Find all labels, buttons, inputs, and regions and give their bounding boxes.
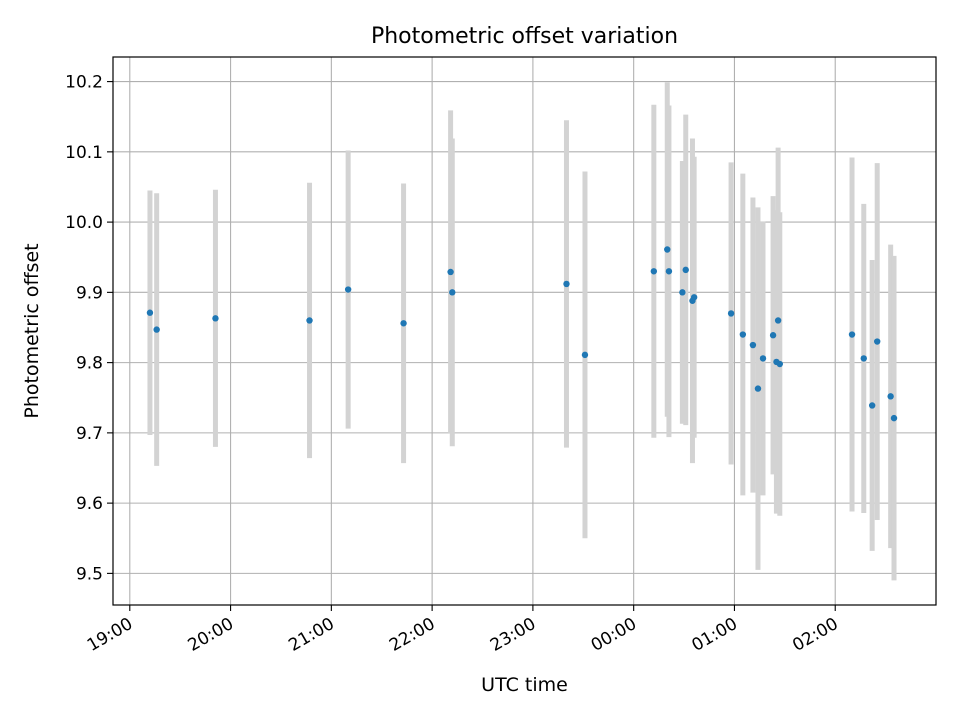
y-tick-label: 10.0 — [65, 213, 103, 233]
data-point — [449, 289, 456, 296]
y-tick-label: 10.2 — [65, 73, 103, 93]
y-tick-label: 9.7 — [76, 424, 103, 444]
plot-area — [113, 57, 936, 605]
data-point — [754, 385, 762, 392]
data-point — [400, 320, 407, 327]
data-point — [153, 326, 160, 333]
data-point — [563, 280, 570, 288]
data-point — [890, 414, 898, 422]
data-point — [690, 294, 698, 301]
data-point — [769, 332, 777, 339]
data-point — [447, 268, 454, 276]
data-point — [650, 268, 658, 275]
data-point — [664, 246, 671, 253]
data-point — [887, 393, 894, 400]
data-point — [860, 355, 867, 362]
data-point — [679, 289, 686, 296]
data-point — [665, 268, 673, 275]
y-tick-label: 9.9 — [76, 283, 103, 303]
data-point — [739, 331, 747, 338]
data-point — [848, 331, 856, 338]
data-points — [146, 246, 898, 422]
y-tick-label: 9.6 — [76, 494, 103, 514]
data-point — [759, 355, 767, 362]
data-point — [212, 315, 219, 322]
y-tick-label: 9.8 — [76, 354, 103, 374]
data-point — [727, 310, 735, 317]
data-point — [581, 351, 589, 359]
chart-title: Photometric offset variation — [371, 24, 678, 49]
data-point — [874, 338, 881, 345]
y-axis-ticks: 9.5 9.6 9.7 9.8 9.9 10.0 10.1 10.2 — [65, 73, 113, 584]
data-point — [868, 402, 876, 409]
data-point — [146, 309, 154, 316]
y-tick-label: 9.5 — [76, 564, 103, 584]
grid-lines — [113, 57, 936, 605]
data-point — [749, 341, 757, 349]
data-point — [344, 286, 352, 293]
data-point — [776, 360, 783, 368]
data-point — [306, 317, 313, 324]
y-tick-label: 10.1 — [65, 143, 103, 163]
x-axis-label: UTC time — [481, 674, 568, 696]
plot-frame — [112, 56, 937, 606]
y-axis-label: Photometric offset — [21, 243, 43, 418]
data-point — [774, 317, 782, 324]
data-point — [682, 266, 689, 274]
